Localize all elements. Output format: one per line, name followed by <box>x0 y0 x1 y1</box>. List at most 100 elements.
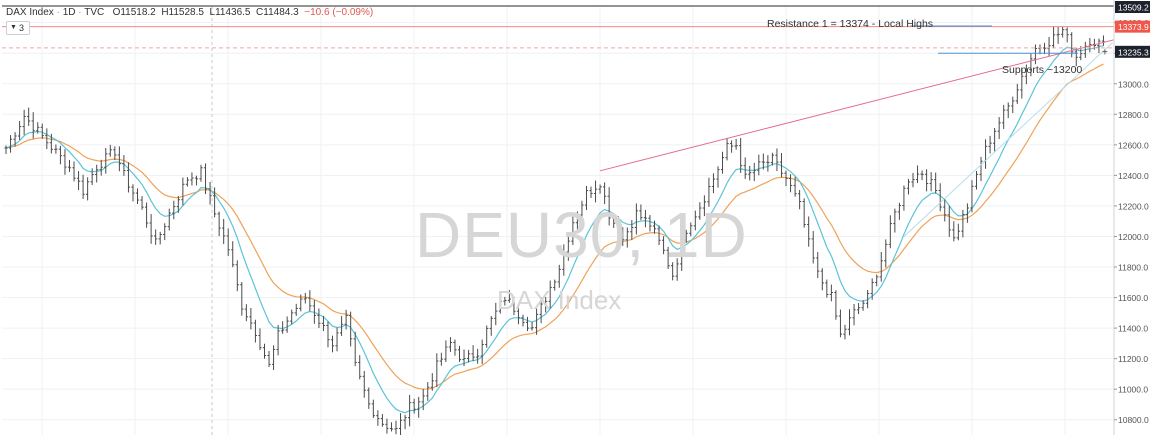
ohlc-bar <box>684 229 688 243</box>
ohlc-bar <box>897 202 901 220</box>
ohlc-bar <box>86 177 90 201</box>
ohlc-bar <box>888 215 892 249</box>
ohlc-bar <box>557 264 561 288</box>
ohlc-bar <box>575 211 580 230</box>
ohlc-bar <box>194 175 199 186</box>
ohlc-bar <box>485 325 489 348</box>
interval-label[interactable]: 1D <box>62 7 76 18</box>
ohlc-bar <box>925 169 929 192</box>
axis-background <box>1114 0 1150 435</box>
ohlc-bar <box>798 189 802 210</box>
ohlc-bar <box>1065 27 1069 43</box>
axis-tick-label: 10800.0 <box>1118 415 1149 425</box>
resistance-price-badge[interactable]: 13373.9 <box>1115 20 1150 33</box>
ohlc-bar <box>317 308 321 329</box>
ohlc-bar <box>36 122 40 134</box>
ohlc-bar <box>231 241 235 268</box>
add-alert-icon[interactable]: + <box>1102 47 1108 58</box>
ohlc-bar <box>326 321 330 348</box>
ohlc-bar <box>961 209 965 238</box>
close-value: C11484.3 <box>256 7 299 18</box>
ohlc-bar <box>385 418 389 434</box>
ohlc-bar <box>1024 64 1028 85</box>
ohlc-bar <box>530 322 534 331</box>
support-trend-line[interactable] <box>903 42 1113 237</box>
ohlc-bar <box>113 146 117 160</box>
ohlc-bar <box>167 208 171 231</box>
ohlc-bar <box>553 279 557 291</box>
indicators-toggle-button[interactable]: ▼ 3 <box>6 21 30 35</box>
ohlc-bar <box>775 148 779 172</box>
ohlc-bar <box>743 157 747 179</box>
ohlc-bar <box>430 373 434 391</box>
ohlc-bar <box>1029 53 1033 77</box>
open-value: O11518.2 <box>112 7 156 18</box>
axis-tick-label: 11800.0 <box>1118 263 1148 273</box>
ohlc-bar <box>49 133 53 154</box>
resistance-note[interactable]: Resistance 1 = 13374 - Local Highs <box>767 18 934 30</box>
ohlc-bar <box>934 172 938 194</box>
ohlc-bar <box>40 123 44 139</box>
ohlc-bar <box>1033 44 1038 65</box>
ohlc-bar <box>58 145 63 165</box>
symbol-name[interactable]: DAX Index <box>6 7 54 18</box>
ohlc-bar <box>281 321 285 334</box>
ohlc-bar <box>498 298 502 314</box>
ohlc-bar <box>158 231 162 245</box>
top-price-badge-text: 13509.2 <box>1118 3 1149 13</box>
ohlc-bar <box>947 205 951 237</box>
ohlc-bar <box>861 300 865 311</box>
ohlc-bar <box>457 345 462 362</box>
ohlc-bar <box>838 309 843 338</box>
ohlc-bar <box>834 290 838 320</box>
ohlc-bar <box>693 210 697 231</box>
ohlc-bar <box>739 137 743 173</box>
last-price-badge[interactable]: 13235.3 <box>1115 45 1150 58</box>
ohlc-bar <box>426 382 430 401</box>
axis-tick-label: 12800.0 <box>1118 110 1149 120</box>
ohlc-bar <box>689 222 693 237</box>
ohlc-bar <box>784 170 788 187</box>
ohlc-bar <box>172 200 176 220</box>
ohlc-bar <box>875 274 879 287</box>
symbol-legend[interactable]: DAX Index · 1D · TVC O11518.2 H11528.5 L… <box>6 7 374 18</box>
ohlc-bar <box>95 164 99 183</box>
ohlc-bar <box>734 138 738 150</box>
ohlc-bar <box>788 174 793 193</box>
ohlc-bar <box>358 355 362 380</box>
ohlc-bar <box>852 303 856 326</box>
ohlc-bar <box>249 307 253 330</box>
ohlc-bar <box>843 324 847 340</box>
ohlc-bar <box>652 220 657 234</box>
ohlc-bar <box>344 309 348 330</box>
ohlc-bar <box>893 208 897 233</box>
ohlc-bar <box>312 300 316 324</box>
ohlc-bar <box>911 172 915 188</box>
ohlc-bar <box>779 153 784 178</box>
top-price-badge[interactable]: 13509.2 <box>1115 1 1150 13</box>
axis-tick-label: 11400.0 <box>1118 324 1148 334</box>
ohlc-bar <box>534 308 539 335</box>
ohlc-bar <box>367 387 371 409</box>
ohlc-bar <box>480 339 484 365</box>
ohlc-bar <box>476 348 480 364</box>
ohlc-bar <box>825 279 829 298</box>
ohlc-bar <box>544 296 548 313</box>
ohlc-bar <box>979 156 983 182</box>
ohlc-bar <box>816 251 820 279</box>
ohlc-bar <box>671 262 675 281</box>
axis-tick-label: 12400.0 <box>1118 171 1149 181</box>
ohlc-bar <box>698 202 702 220</box>
ohlc-bar <box>181 177 185 206</box>
ohlc-bar <box>290 309 294 325</box>
ohlc-bar <box>983 139 988 169</box>
ohlc-bar <box>253 319 258 343</box>
axis-tick-label: 11200.0 <box>1118 354 1148 364</box>
supports-note[interactable]: Supports ~13200 <box>1002 64 1083 76</box>
ohlc-bar <box>453 339 457 356</box>
ohlc-bar <box>494 302 498 326</box>
price-axis[interactable]: 10800.0 11000.0 11200.0 11400.0 11600.0 11800… <box>1102 0 1150 435</box>
drawings[interactable] <box>2 9 1150 237</box>
